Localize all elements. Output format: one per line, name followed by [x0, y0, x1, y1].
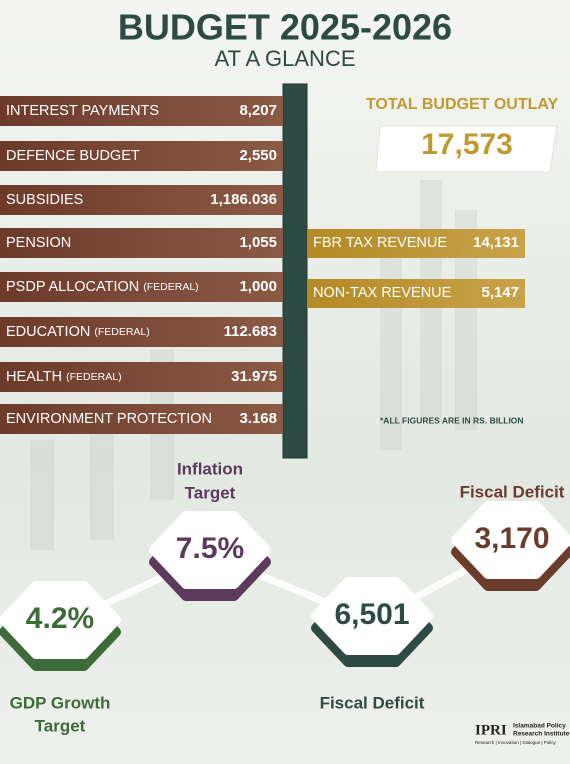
expenditure-value: 1,186.036: [210, 191, 277, 208]
revenue-bar: [307, 279, 525, 308]
expenditure-bar: [0, 362, 283, 392]
expenditure-bar: [0, 272, 283, 302]
total-box: [375, 125, 558, 173]
total-value: 17,573: [421, 128, 513, 161]
label-main: INTEREST PAYMENTS: [6, 103, 159, 119]
expenditure-label: DEFENCE BUDGET: [6, 148, 140, 164]
total-label: TOTAL BUDGET OUTLAY: [366, 96, 559, 113]
expenditure-bar: [0, 228, 283, 258]
logo-mark: IPRI: [475, 722, 507, 738]
expenditure-bar: [0, 404, 283, 434]
center-pillar: [282, 83, 308, 459]
indicator-label: Target: [185, 483, 236, 502]
diamond: [311, 577, 433, 655]
subtitle: AT A GLANCE: [214, 46, 355, 71]
revenue-value: 14,131: [473, 234, 519, 251]
logo-tagline: Research | Innovation | Dialogue | Polic…: [475, 740, 557, 745]
diamond: [149, 511, 271, 589]
expenditure-value: 31.975: [231, 368, 277, 385]
expenditure-label: SUBSIDIES: [6, 192, 83, 208]
label-sub: (FEDERAL): [143, 281, 198, 293]
logo-name: Research Institute: [513, 731, 570, 738]
indicator-value: 6,501: [334, 598, 409, 631]
expenditure-value: 3.168: [239, 410, 277, 427]
indicator-label: Fiscal Deficit: [320, 693, 425, 712]
diamond: [0, 581, 121, 659]
label-main: ENVIRONMENT PROTECTION: [6, 411, 212, 427]
label-sub: (FEDERAL): [66, 371, 121, 383]
expenditure-label: HEALTH (FEDERAL): [6, 369, 122, 385]
label-main: PSDP ALLOCATION: [6, 279, 139, 295]
expenditure-bar: [0, 317, 283, 347]
note: *ALL FIGURES ARE IN RS. BILLION: [380, 415, 524, 425]
expenditure-bar: [0, 141, 283, 171]
expenditure-bar: [0, 96, 283, 126]
label-sub: (FEDERAL): [94, 326, 149, 338]
indicator-value: 3,170: [474, 522, 549, 555]
revenue-label: FBR TAX REVENUE: [313, 235, 447, 251]
expenditure-label: EDUCATION (FEDERAL): [6, 324, 150, 340]
expenditure-label: PSDP ALLOCATION (FEDERAL): [6, 279, 199, 295]
revenue-label: NON-TAX REVENUE: [313, 285, 452, 301]
indicator-label: GDP Growth: [10, 693, 111, 712]
logo-name: Islamabad Policy: [513, 723, 566, 730]
label-main: EDUCATION: [6, 324, 90, 340]
expenditure-value: 1,055: [239, 234, 277, 251]
expenditure-label: PENSION: [6, 235, 71, 251]
expenditure-value: 8,207: [239, 102, 277, 119]
diamond: [451, 501, 570, 579]
expenditure-value: 112.683: [224, 323, 277, 340]
expenditure-label: INTEREST PAYMENTS: [6, 103, 159, 119]
revenue-bar: [307, 229, 525, 258]
indicator-label: Target: [35, 716, 86, 735]
connector: [58, 541, 514, 629]
label-main: HEALTH: [6, 369, 62, 385]
title: BUDGET 2025-2026: [118, 7, 452, 48]
revenue-value: 5,147: [481, 284, 519, 301]
expenditure-value: 2,550: [239, 147, 277, 164]
label-main: PENSION: [6, 235, 71, 251]
expenditure-label: ENVIRONMENT PROTECTION: [6, 411, 212, 427]
indicator-label: Fiscal Deficit: [460, 482, 565, 501]
indicator-value: 4.2%: [26, 602, 94, 635]
label-main: DEFENCE BUDGET: [6, 148, 140, 164]
expenditure-bar: [0, 185, 283, 215]
indicator-label: Inflation: [177, 459, 243, 478]
expenditure-value: 1,000: [239, 278, 277, 295]
indicator-value: 7.5%: [176, 532, 244, 565]
label-main: SUBSIDIES: [6, 192, 83, 208]
